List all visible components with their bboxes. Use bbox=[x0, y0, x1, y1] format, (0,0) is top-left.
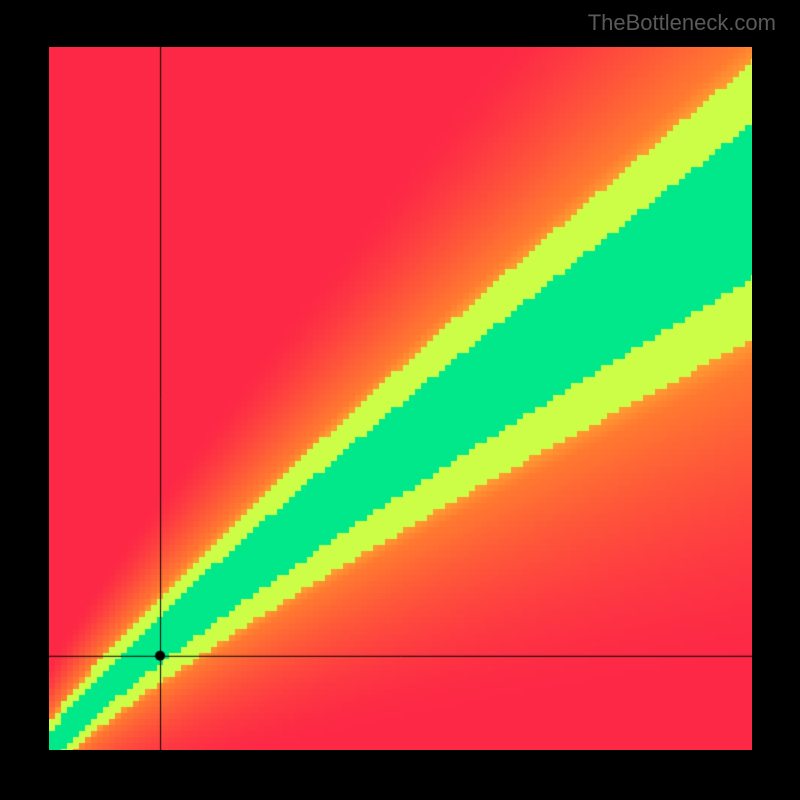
heatmap-canvas bbox=[49, 47, 752, 750]
watermark-text: TheBottleneck.com bbox=[588, 10, 776, 36]
chart-container: TheBottleneck.com bbox=[0, 0, 800, 800]
heatmap-plot bbox=[49, 47, 752, 750]
